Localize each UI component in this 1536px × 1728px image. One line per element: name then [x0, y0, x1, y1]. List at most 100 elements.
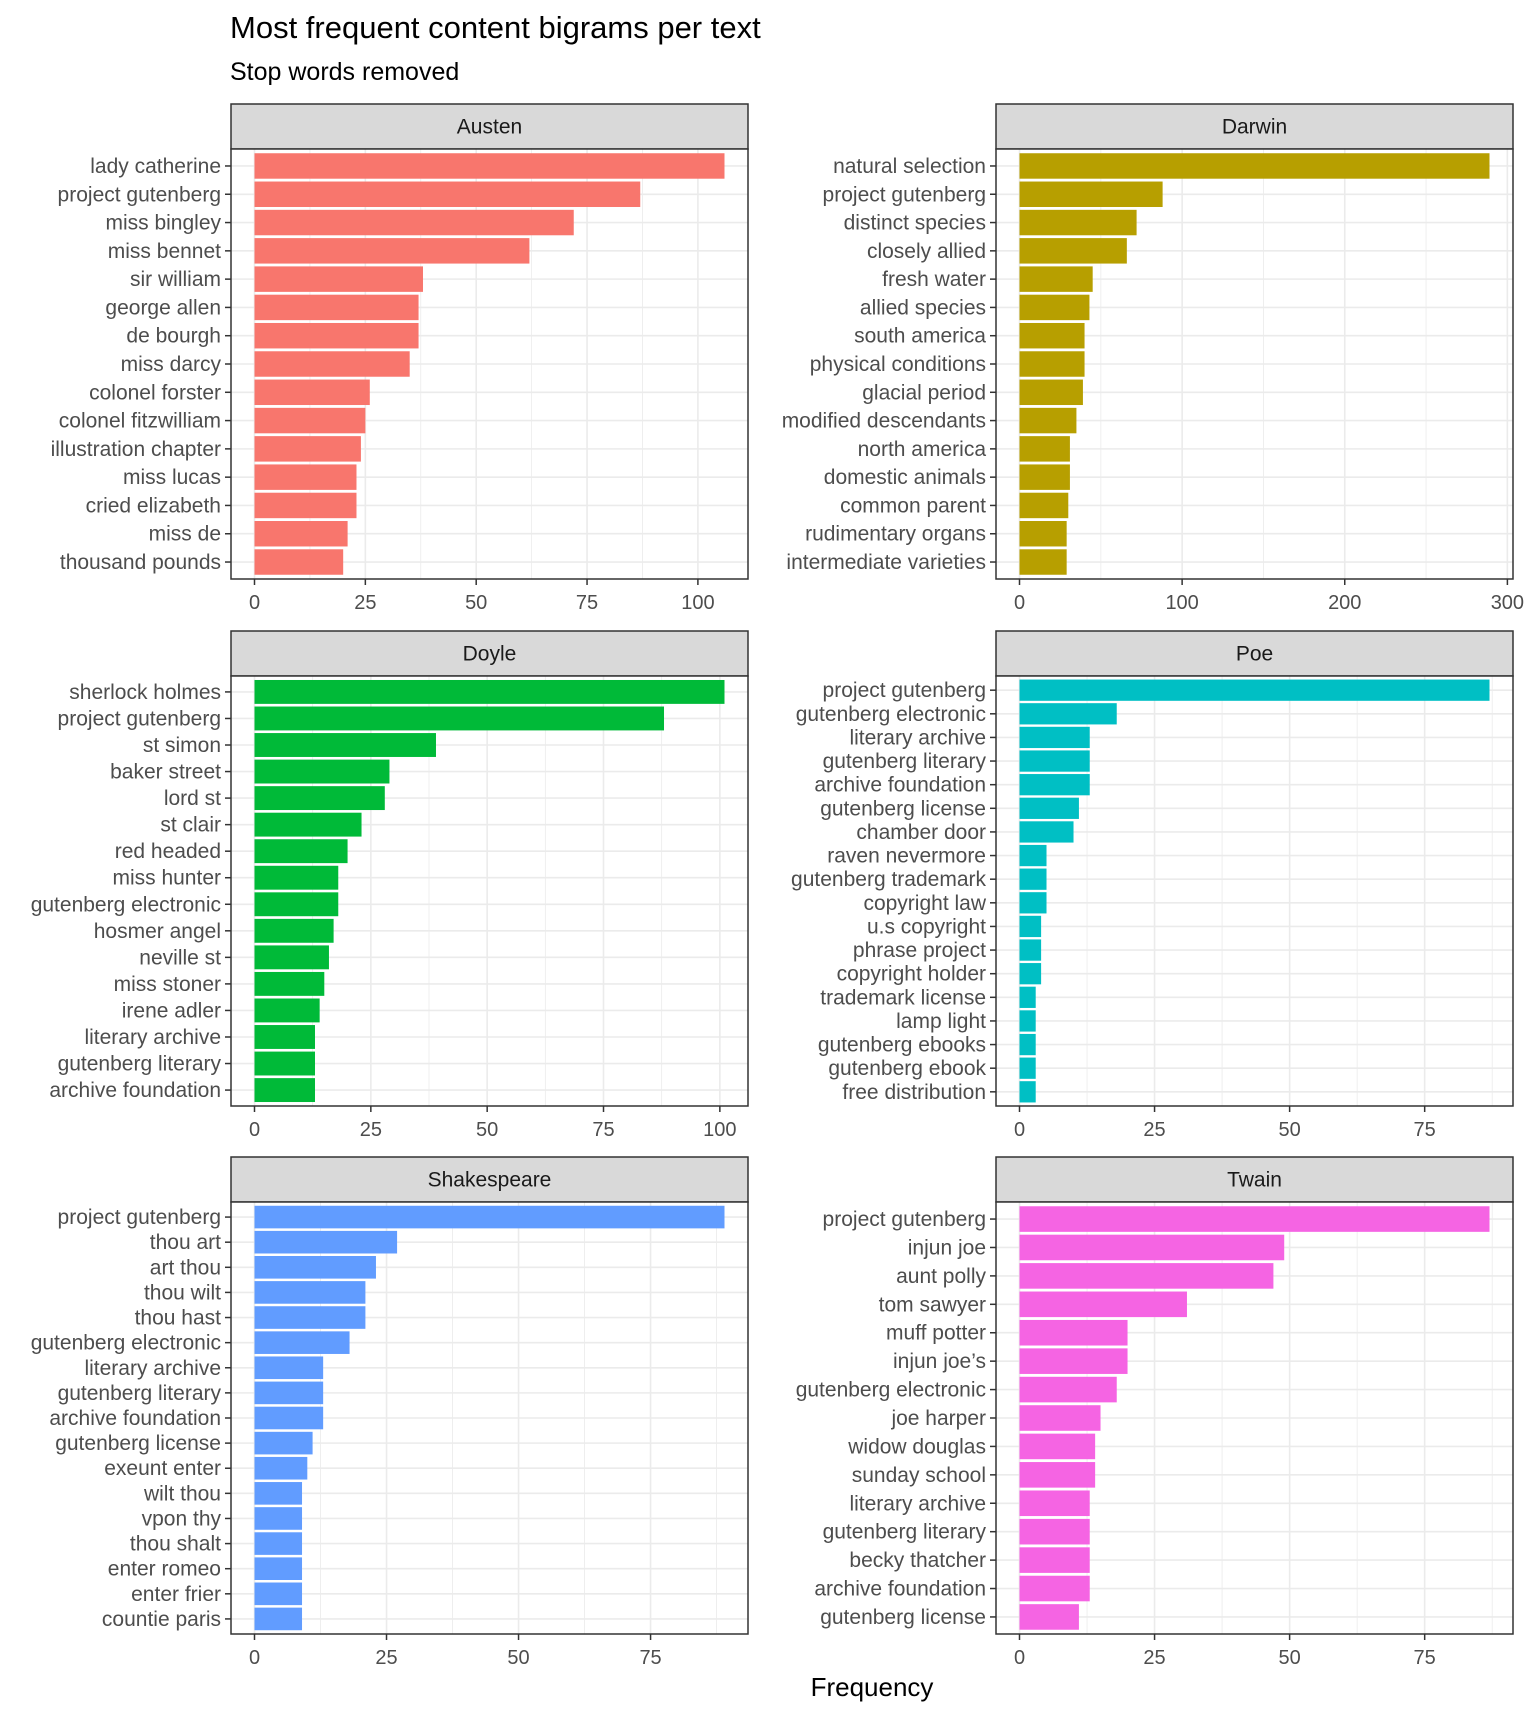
bar — [1019, 774, 1090, 796]
bar — [1019, 1490, 1090, 1517]
category-label: st simon — [143, 734, 221, 757]
bar — [1019, 1234, 1285, 1261]
category-label: enter frier — [131, 1583, 221, 1606]
category-label: miss bingley — [105, 212, 221, 235]
category-label: gutenberg license — [820, 797, 986, 820]
bar — [254, 1431, 313, 1455]
x-tick-label: 25 — [354, 592, 376, 614]
category-label: phrase project — [853, 939, 986, 962]
bar — [1019, 1547, 1090, 1573]
bar — [1019, 266, 1093, 292]
panel-border — [995, 1201, 1514, 1635]
category-label: st clair — [160, 814, 221, 837]
bar — [254, 839, 348, 864]
bar — [1019, 492, 1069, 519]
category-label: colonel fitzwilliam — [59, 410, 221, 433]
category-label: enter romeo — [108, 1558, 221, 1581]
chart-subtitle: Stop words removed — [230, 58, 460, 86]
bar — [254, 706, 665, 731]
bar — [1019, 294, 1090, 321]
category-label: lady catherine — [90, 155, 221, 178]
category-label: closely allied — [867, 240, 986, 263]
category-label: gutenberg literary — [58, 1382, 222, 1405]
facet-doyle: Doyle sherlock holmes project gutenberg st … — [31, 630, 749, 1141]
category-label: project gutenberg — [58, 1206, 221, 1229]
category-label: injun joe’s — [893, 1350, 986, 1373]
category-label: gutenberg electronic — [31, 1332, 221, 1355]
bar — [254, 1532, 303, 1555]
category-label: archive foundation — [49, 1407, 221, 1430]
category-label: tom sawyer — [879, 1293, 986, 1316]
bar — [1019, 1081, 1036, 1103]
category-label: allied species — [860, 296, 986, 319]
bar — [1019, 1319, 1128, 1346]
bar — [1019, 351, 1085, 377]
category-label: thousand pounds — [60, 551, 221, 574]
bar — [254, 998, 320, 1023]
category-label: miss lucas — [123, 466, 221, 489]
category-label: gutenberg literary — [823, 750, 987, 773]
category-label: gutenberg ebook — [828, 1057, 986, 1080]
facet-strip — [995, 1156, 1514, 1203]
bar — [1019, 1433, 1096, 1460]
category-label: aunt polly — [896, 1265, 986, 1288]
facet-austen: Austen lady catherine project gutenberg mis… — [51, 103, 749, 614]
x-tick-label: 25 — [1143, 1647, 1165, 1669]
bar — [1019, 209, 1137, 236]
bar — [254, 266, 423, 292]
category-label: project gutenberg — [823, 679, 986, 702]
category-label: joe harper — [890, 1407, 986, 1430]
bar — [254, 1482, 303, 1505]
category-label: intermediate varieties — [786, 551, 986, 574]
x-tick-label: 100 — [681, 592, 714, 614]
category-label: miss bennet — [108, 240, 221, 263]
x-tick-label: 50 — [507, 1647, 529, 1669]
category-label: project gutenberg — [823, 183, 986, 206]
x-tick-label: 100 — [703, 1119, 736, 1141]
facet-strip-label: Doyle — [463, 643, 517, 666]
category-label: modified descendants — [782, 410, 986, 433]
bar — [254, 1205, 725, 1229]
bar — [254, 379, 370, 406]
bar — [1019, 436, 1070, 462]
x-tick-label: 100 — [1165, 592, 1198, 614]
bar — [1019, 464, 1070, 490]
bar — [1019, 679, 1490, 701]
category-label: gutenberg ebooks — [818, 1034, 986, 1057]
bar — [254, 1306, 366, 1329]
bar — [1019, 521, 1067, 547]
category-label: sherlock holmes — [69, 681, 221, 704]
bar — [254, 1507, 303, 1530]
category-label: art thou — [150, 1256, 221, 1279]
bar — [1019, 1405, 1101, 1431]
bar — [1019, 1263, 1274, 1289]
bar — [1019, 1575, 1090, 1602]
category-label: project gutenberg — [58, 707, 221, 730]
category-label: rudimentary organs — [805, 523, 986, 546]
bar — [254, 1456, 308, 1480]
chart-title: Most frequent content bigrams per text — [230, 10, 761, 45]
bar — [254, 1331, 350, 1354]
category-label: exeunt enter — [104, 1457, 221, 1480]
x-tick-label: 0 — [249, 1119, 260, 1141]
bar — [254, 1406, 324, 1430]
bar — [254, 209, 574, 236]
bar — [1019, 963, 1042, 985]
panel-border — [995, 148, 1514, 580]
x-tick-label: 75 — [1414, 1647, 1436, 1669]
category-label: miss de — [149, 523, 221, 546]
bar — [254, 1230, 398, 1254]
facet-twain: Twain project gutenberg injun joe aunt poll… — [796, 1156, 1514, 1669]
category-label: george allen — [105, 296, 221, 319]
bar — [1019, 750, 1090, 772]
category-label: cried elizabeth — [86, 494, 221, 517]
category-label: thou hast — [135, 1307, 222, 1330]
category-label: sir william — [130, 268, 221, 291]
bar — [254, 759, 390, 784]
bar — [254, 351, 410, 377]
bar — [254, 971, 325, 996]
bar — [254, 1356, 324, 1380]
category-label: widow douglas — [847, 1435, 986, 1458]
x-tick-label: 0 — [1014, 1647, 1025, 1669]
